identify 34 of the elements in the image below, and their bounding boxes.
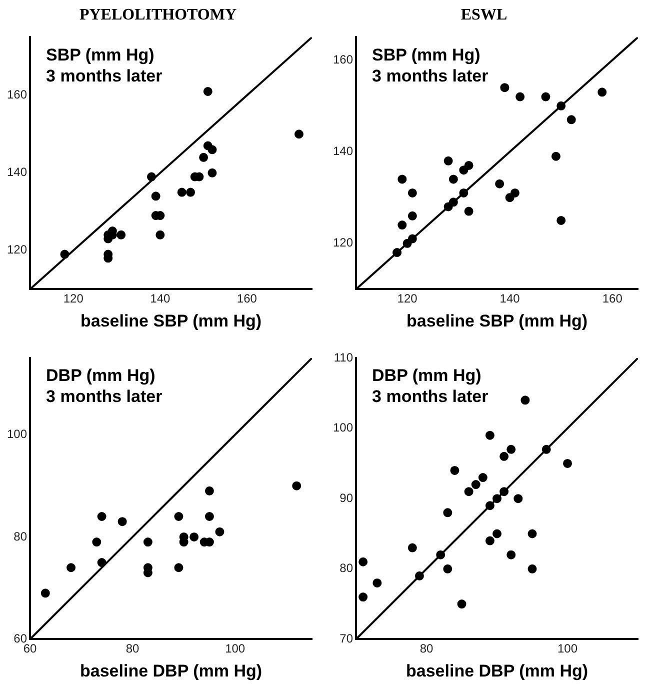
x-tick-label: 60 (23, 642, 38, 656)
y-tick-label: 100 (6, 427, 28, 442)
x-axis-title: baseline DBP (mm Hg) (406, 661, 588, 680)
y-tick-label: 80 (340, 561, 354, 576)
x-tick-label: 120 (397, 292, 418, 306)
y-tick-label: 90 (340, 490, 354, 505)
y-tick-label: 120 (6, 242, 28, 257)
y-tick-label: 140 (6, 165, 28, 180)
y-tick-label: 80 (14, 529, 28, 544)
x-axis-title: baseline SBP (mm Hg) (406, 311, 588, 330)
x-tick-label: 160 (602, 292, 623, 306)
y-tick-label: 160 (6, 88, 28, 102)
y-tick-label: 110 (334, 350, 354, 364)
x-tick-label: 120 (63, 292, 84, 306)
x-tick-label: 140 (500, 292, 520, 306)
y-tick-label: 140 (332, 144, 354, 158)
x-tick-label: 140 (150, 292, 170, 306)
x-tick-label: 80 (420, 642, 434, 656)
y-tick-label: 160 (332, 52, 354, 66)
x-tick-label: 160 (236, 292, 258, 306)
x-tick-label: 100 (225, 642, 246, 656)
y-axis-title: SBP (mm Hg) 3 months later (372, 45, 489, 86)
x-tick-label: 80 (126, 642, 140, 656)
x-axis-title: baseline SBP (mm Hg) (80, 311, 262, 330)
chart-title: ESWL (460, 6, 508, 24)
y-tick-label: 120 (332, 236, 354, 250)
y-axis-title: SBP (mm Hg) 3 months later (46, 45, 163, 86)
x-axis-title: baseline DBP (mm Hg) (80, 661, 262, 680)
x-tick-label: 100 (557, 642, 578, 656)
chart-title: PYELOLITHOTOMY (79, 6, 237, 24)
y-tick-label: 70 (340, 632, 354, 646)
y-axis-title: DBP (mm Hg) 3 months later (372, 366, 489, 406)
y-tick-label: 100 (332, 420, 354, 435)
y-axis-title: DBP (mm Hg) 3 months later (46, 366, 163, 406)
